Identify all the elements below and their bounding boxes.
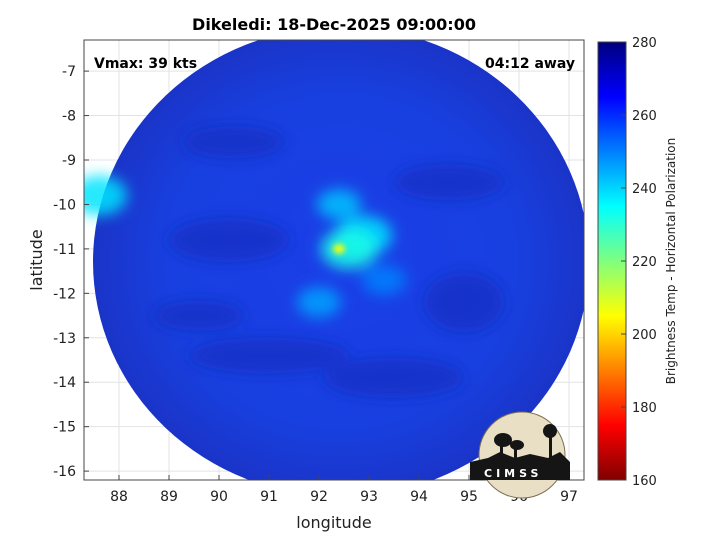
colorbar-label: Brightness Temp - Horizontal Polarizatio… [664, 138, 678, 385]
x-tick-label: 93 [360, 489, 378, 505]
warm-cloud-feature [321, 228, 377, 269]
y-tick-label: -7 [62, 64, 76, 80]
x-tick-label: 97 [560, 489, 578, 505]
y-tick-label: -10 [53, 197, 76, 213]
chart-title: Dikeledi: 18-Dec-2025 09:00:00 [192, 15, 476, 34]
y-tick-label: -11 [53, 242, 76, 258]
colorbar-tick-label: 160 [632, 474, 657, 489]
dark-cloud-bands [154, 126, 504, 398]
convective-core [333, 243, 345, 254]
y-axis-ticks: -7 -8 -9 -10 -11 -12 -13 -14 -15 -16 [53, 64, 89, 480]
cloud-band [169, 218, 289, 262]
warm-cloud-feature [297, 287, 341, 318]
y-tick-label: -15 [53, 420, 76, 436]
y-axis-label: latitude [27, 229, 46, 290]
x-tick-label: 89 [160, 489, 178, 505]
x-tick-label: 91 [260, 489, 278, 505]
colorbar-tick-label: 240 [632, 182, 657, 197]
colorbar-tick-label: 200 [632, 328, 657, 343]
x-tick-label: 90 [210, 489, 228, 505]
warm-cloud-feature [84, 175, 127, 216]
logo-text: CIMSS [484, 467, 542, 480]
x-tick-label: 92 [310, 489, 328, 505]
brightness-temp-field [84, 40, 584, 480]
cloud-band [184, 126, 284, 159]
cloud-band [394, 164, 504, 201]
y-tick-label: -12 [53, 286, 76, 302]
cloud-band [189, 337, 349, 374]
cimss-logo: CIMSS [470, 411, 570, 499]
colorbar-tick-label: 260 [632, 109, 657, 124]
colorbar-tick-label: 180 [632, 401, 657, 416]
x-tick-label: 88 [110, 489, 128, 505]
vmax-annotation: Vmax: 39 kts [94, 56, 197, 72]
colorbar-tick-label: 220 [632, 255, 657, 270]
warm-cloud-feature [362, 265, 406, 295]
time-away-annotation: 04:12 away [485, 56, 575, 72]
y-tick-label: -9 [62, 153, 76, 169]
warm-cloud-feature [317, 189, 361, 220]
cloud-band [154, 300, 244, 331]
cloud-band [424, 272, 504, 333]
y-tick-label: -14 [53, 375, 76, 391]
colorbar-ticks: 160 180 200 220 240 260 280 [621, 36, 657, 489]
x-tick-label: 94 [410, 489, 428, 505]
y-tick-label: -16 [53, 464, 76, 480]
colorbar-tick-label: 280 [632, 36, 657, 51]
x-axis-label: longitude [296, 513, 371, 532]
x-tick-label: 95 [460, 489, 478, 505]
y-tick-label: -8 [62, 109, 76, 125]
y-tick-label: -13 [53, 331, 76, 347]
cloud-band [324, 357, 464, 398]
plot-frame [83, 39, 585, 481]
